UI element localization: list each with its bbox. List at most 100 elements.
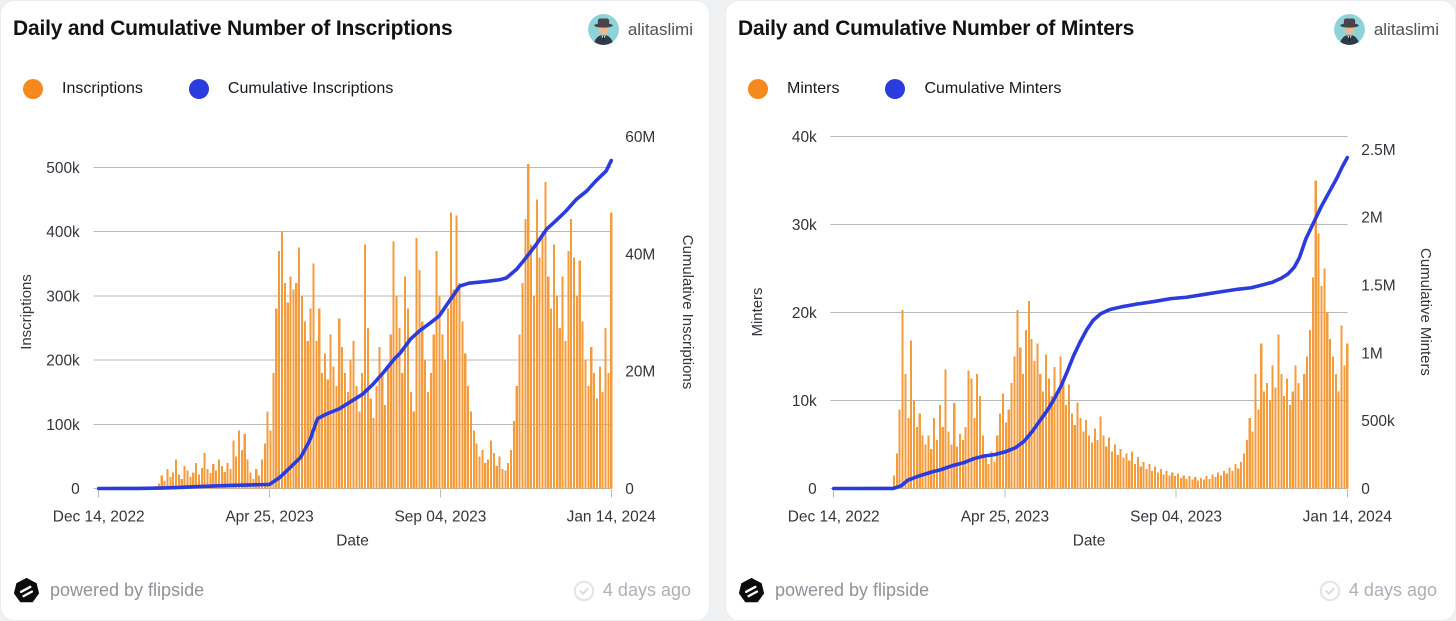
clock-check-icon [573, 580, 595, 602]
bar [1197, 480, 1200, 489]
bar [530, 244, 533, 489]
bar [1070, 413, 1073, 489]
bar [249, 472, 252, 489]
bar [495, 466, 498, 489]
bar [976, 374, 979, 489]
bar [421, 321, 424, 489]
legend-item-minters[interactable]: Minters [748, 79, 839, 99]
bar [384, 405, 387, 489]
bar [1205, 476, 1208, 489]
bar [970, 378, 973, 489]
powered-by-flipside[interactable]: powered by flipside [738, 577, 929, 604]
bar [1242, 453, 1246, 489]
inscriptions-chart: 0 100k 200k 300k 400k 500k 0 20M 40M 60M Dec 14, 2… [18, 129, 696, 549]
legend-label: Minters [787, 80, 840, 97]
card-footer: powered by flipside 4 days ago [738, 577, 1437, 604]
bar [552, 244, 556, 489]
legend-dot-icon [23, 79, 43, 99]
bar [321, 372, 324, 489]
y-left-axis-title: Inscriptions [18, 274, 35, 350]
bar [278, 250, 281, 489]
bar [441, 334, 444, 489]
bar [1145, 469, 1148, 489]
bar [598, 366, 601, 489]
bar [1059, 356, 1062, 489]
bar [1188, 476, 1191, 489]
bar [435, 250, 438, 489]
bar [237, 430, 241, 489]
bar [996, 435, 999, 489]
y-right-tick-label: 60M [625, 129, 655, 146]
bar [1263, 391, 1266, 489]
legend-item-cumulative-inscriptions[interactable]: Cumulative Inscriptions [188, 79, 393, 99]
bar [226, 462, 229, 489]
bar [1343, 365, 1346, 489]
powered-by-flipside[interactable]: powered by flipside [13, 577, 204, 604]
legend-item-inscriptions[interactable]: Inscriptions [23, 79, 143, 99]
bar [915, 426, 918, 489]
bar [309, 308, 312, 489]
bar [958, 433, 961, 489]
bar [1033, 360, 1036, 489]
bar [1277, 334, 1280, 489]
bar [341, 347, 344, 489]
bar [449, 212, 452, 489]
bar [361, 372, 364, 489]
bar [1142, 462, 1145, 489]
bar [444, 360, 447, 489]
bar [1283, 396, 1286, 489]
bar [981, 435, 984, 489]
bar [1050, 396, 1053, 489]
bar [1067, 384, 1071, 489]
y-right-axis-title: Cumulative Inscriptions [679, 235, 696, 389]
bar [593, 372, 596, 489]
y-right-tick-label: 1.5M [1361, 278, 1395, 295]
y-left-tick-label: 30k [792, 217, 817, 234]
bar [927, 435, 930, 489]
bar [180, 478, 183, 489]
bar [366, 327, 369, 489]
cumulative-line [96, 158, 614, 491]
bar [1314, 180, 1317, 489]
bar [395, 295, 398, 489]
minters-chart: 0 10k 20k 30k 40k 0 500k 1M 1.5M 2M 2.5M Dec 14, 20… [749, 129, 1434, 549]
bar [1119, 448, 1122, 489]
page-title: Daily and Cumulative Number of Minters [738, 17, 1135, 40]
bar [521, 283, 524, 489]
bar [260, 459, 263, 489]
bar [206, 469, 209, 489]
bar [338, 318, 341, 489]
x-tick-label: Jan 14, 2024 [1303, 508, 1393, 525]
bar [1191, 479, 1194, 489]
bar [544, 182, 547, 489]
bar [933, 418, 936, 489]
avatar [587, 14, 619, 45]
bar [1171, 472, 1174, 489]
bar [1128, 460, 1131, 489]
bar [489, 440, 493, 489]
bar [467, 385, 470, 489]
author-badge[interactable]: alitaslimi [587, 14, 693, 45]
bar [1148, 463, 1151, 489]
bar [195, 462, 198, 489]
bar [1194, 477, 1197, 489]
bar [318, 308, 321, 489]
bar [429, 372, 432, 489]
bar [163, 480, 166, 489]
bar [215, 470, 218, 489]
bar [432, 334, 435, 489]
bar [924, 444, 927, 489]
y-right-tick-label: 500k [1361, 413, 1395, 430]
bar [938, 404, 941, 489]
bar [1088, 435, 1091, 489]
bar [1320, 286, 1323, 489]
legend-item-cumulative-minters[interactable]: Cumulative Minters [885, 79, 1061, 99]
last-updated: 4 days ago [1319, 580, 1437, 602]
bar [1105, 446, 1108, 489]
author-badge[interactable]: alitaslimi [1333, 14, 1439, 45]
y-right-tick-label: 2M [1361, 210, 1382, 227]
bar [418, 270, 421, 489]
bar [1047, 378, 1050, 489]
author-name: alitaslimi [1373, 19, 1439, 39]
last-updated: 4 days ago [573, 580, 691, 602]
